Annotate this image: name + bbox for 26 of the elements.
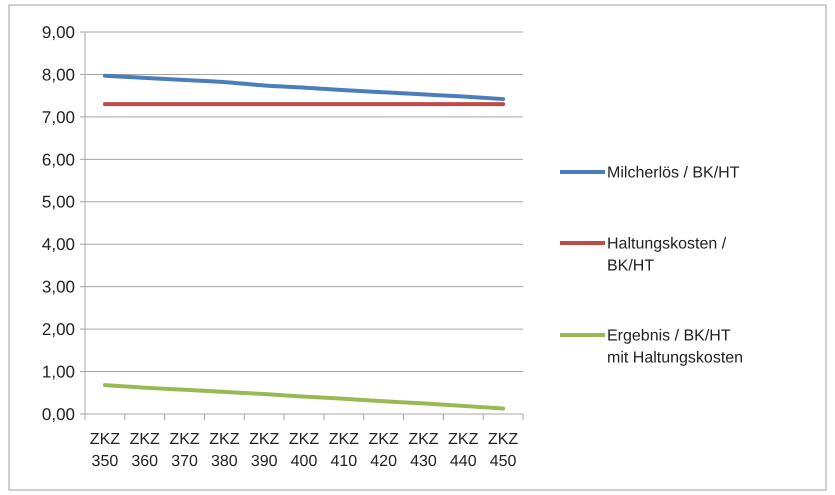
y-tick-label: 4,00 xyxy=(42,235,75,254)
legend-label: Haltungskosten / BK/HT xyxy=(607,236,727,275)
x-tick-label: ZKZ 360 xyxy=(130,431,160,470)
legend-label: Milcherlös / BK/HT xyxy=(607,164,740,182)
x-tick-label: ZKZ 410 xyxy=(328,431,360,470)
y-tick-label: 0,00 xyxy=(42,404,75,424)
y-tick-label: 2,00 xyxy=(42,320,75,340)
y-tick-label: 8,00 xyxy=(42,65,75,84)
x-tick-label: ZKZ 440 xyxy=(448,431,479,470)
x-tick-label: ZKZ 370 xyxy=(169,431,200,470)
x-tick-label: ZKZ 380 xyxy=(209,431,240,470)
x-tick-label: ZKZ 350 xyxy=(90,431,120,470)
line-series xyxy=(102,74,506,102)
x-tick-label: ZKZ 390 xyxy=(249,431,280,470)
y-tick-label: 3,00 xyxy=(42,278,75,297)
y-tick-label: 1,00 xyxy=(42,362,75,382)
x-tick-label: ZKZ 430 xyxy=(408,431,439,470)
y-tick-label: 7,00 xyxy=(42,108,75,127)
y-tick-label: 6,00 xyxy=(42,150,75,170)
x-tick-label: ZKZ 400 xyxy=(288,431,320,470)
x-tick-label: ZKZ 420 xyxy=(368,431,399,470)
line-series xyxy=(102,383,506,410)
y-tick-label: 9,00 xyxy=(42,22,75,42)
x-tick-label: ZKZ 450 xyxy=(488,431,518,470)
legend-label: Ergebnis / BK/HT mit Haltungskosten xyxy=(607,328,744,367)
y-tick-label: 5,00 xyxy=(42,192,75,212)
